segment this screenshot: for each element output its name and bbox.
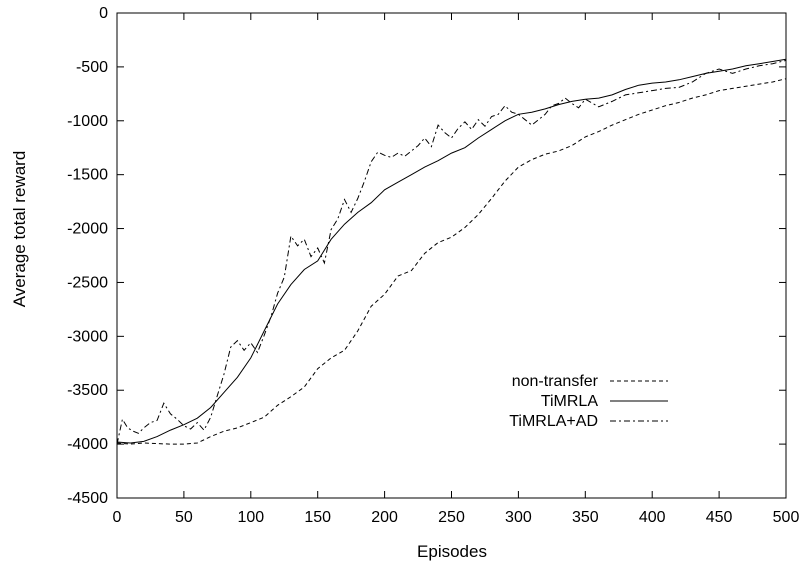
x-tick-label: 200 (371, 509, 398, 526)
x-tick-label: 0 (113, 509, 122, 526)
series-line-timrla (116, 58, 787, 444)
y-tick-label: -3500 (67, 382, 108, 399)
x-tick-label: 500 (773, 509, 800, 526)
legend-label: non-transfer (512, 373, 599, 390)
y-tick-label: -3000 (67, 328, 108, 345)
x-tick-label: 450 (706, 509, 733, 526)
series-line-non-transfer (116, 78, 787, 445)
y-tick-label: -2500 (67, 274, 108, 291)
x-tick-labels: 0 50 100 150 200 250 300 350 400 450 500 (113, 509, 800, 526)
legend: non-transfer TiMRLA TiMRLA+AD (509, 373, 668, 430)
series-lines (116, 58, 787, 445)
x-tick-label: 250 (438, 509, 465, 526)
y-tick-label: 0 (99, 5, 108, 22)
x-tick-label: 150 (304, 509, 331, 526)
y-tick-label: -2000 (67, 221, 108, 238)
y-tick-label: -1500 (67, 167, 108, 184)
x-tick-label: 50 (175, 509, 193, 526)
plot-area-frame (116, 12, 787, 499)
y-tick-label: -4000 (67, 436, 108, 453)
tick-marks (116, 12, 787, 499)
y-tick-label: -500 (76, 59, 108, 76)
y-tick-labels: 0 -500 -1000 -1500 -2000 -2500 -3000 -3500 -4000… (67, 5, 108, 507)
x-axis-title: Episodes (417, 542, 487, 561)
y-tick-label: -1000 (67, 113, 108, 130)
legend-label: TiMRLA (541, 393, 599, 410)
series-line-timrla-ad (116, 59, 787, 445)
x-tick-label: 300 (505, 509, 532, 526)
y-tick-label: -4500 (67, 490, 108, 507)
x-tick-label: 100 (237, 509, 264, 526)
x-tick-label: 350 (572, 509, 599, 526)
y-axis-title: Average total reward (10, 151, 29, 308)
legend-label: TiMRLA+AD (509, 413, 598, 430)
x-tick-label: 400 (639, 509, 666, 526)
